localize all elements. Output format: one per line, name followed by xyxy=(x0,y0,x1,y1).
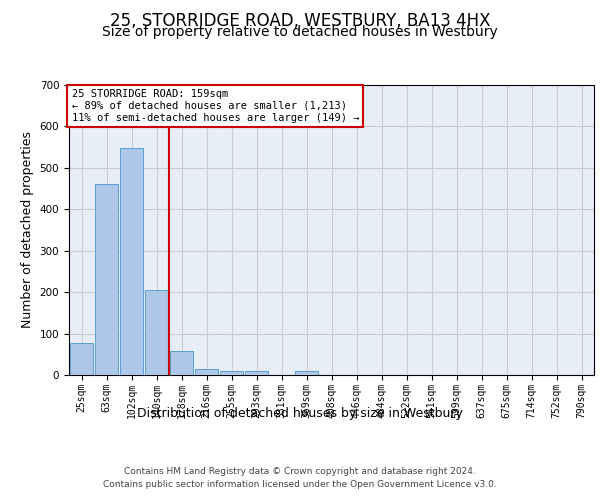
Bar xyxy=(220,372,243,375)
Bar xyxy=(170,352,193,375)
Bar xyxy=(245,372,268,375)
Y-axis label: Number of detached properties: Number of detached properties xyxy=(21,132,34,328)
Bar xyxy=(70,342,93,375)
Text: 25, STORRIDGE ROAD, WESTBURY, BA13 4HX: 25, STORRIDGE ROAD, WESTBURY, BA13 4HX xyxy=(110,12,490,30)
Bar xyxy=(95,184,118,375)
Text: Distribution of detached houses by size in Westbury: Distribution of detached houses by size … xyxy=(137,408,463,420)
Bar xyxy=(295,372,318,375)
Text: Contains HM Land Registry data © Crown copyright and database right 2024.
Contai: Contains HM Land Registry data © Crown c… xyxy=(103,468,497,489)
Bar xyxy=(120,148,143,375)
Bar xyxy=(145,290,168,375)
Bar xyxy=(195,369,218,375)
Text: Size of property relative to detached houses in Westbury: Size of property relative to detached ho… xyxy=(102,25,498,39)
Text: 25 STORRIDGE ROAD: 159sqm
← 89% of detached houses are smaller (1,213)
11% of se: 25 STORRIDGE ROAD: 159sqm ← 89% of detac… xyxy=(71,90,359,122)
